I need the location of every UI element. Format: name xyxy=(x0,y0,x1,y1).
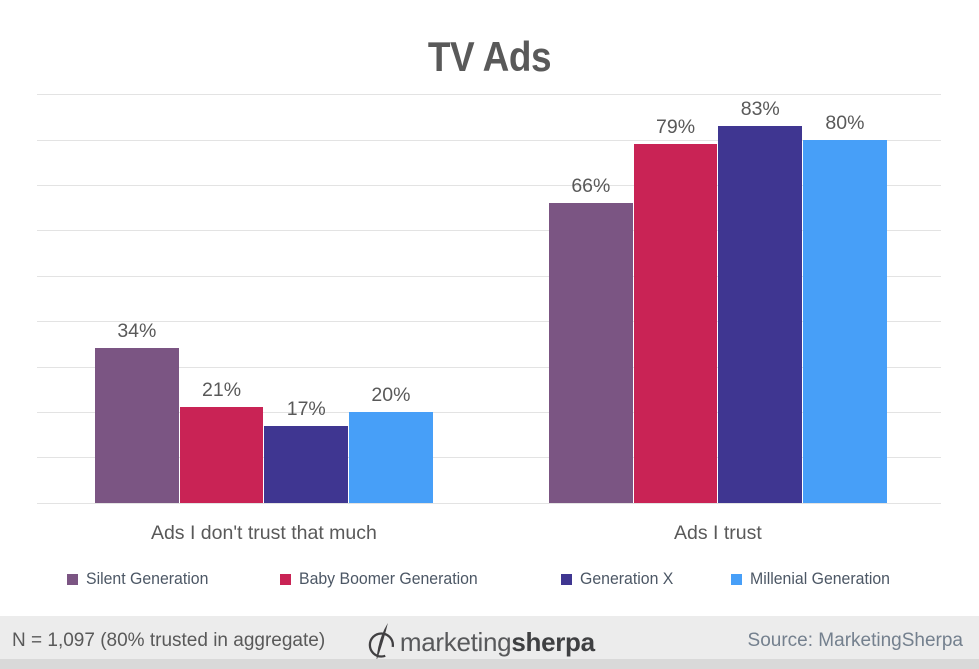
legend-item-generation-x: Generation X xyxy=(561,568,677,590)
gridline xyxy=(37,366,941,368)
marketingsherpa-compass-icon xyxy=(368,623,394,661)
gridline xyxy=(37,139,941,141)
bar-silent-generation xyxy=(95,348,179,503)
legend-label: Baby Boomer Generation xyxy=(299,569,478,588)
bar-value-label: 83% xyxy=(740,98,780,121)
legend-label: Millenial Generation xyxy=(750,569,890,588)
gridline xyxy=(37,185,941,187)
legend-item-silent-generation: Silent Generation xyxy=(67,568,214,590)
bar-value-label: 79% xyxy=(656,116,696,139)
marketingsherpa-logo: marketing sherpa xyxy=(366,620,595,664)
bar-value-label: 17% xyxy=(286,397,326,420)
category-label: Ads I trust xyxy=(674,522,762,544)
bar-millenial-generation xyxy=(803,139,887,503)
chart-title: TV Ads xyxy=(427,33,552,80)
logo-text-marketing: marketing xyxy=(399,626,512,657)
bar-baby-boomer-generation xyxy=(179,407,264,503)
legend-swatch-icon xyxy=(67,573,78,585)
gridline xyxy=(37,457,941,459)
bar-millenial-generation xyxy=(349,411,433,503)
bar-value-label: 34% xyxy=(117,320,157,343)
bar-baby-boomer-generation xyxy=(633,144,718,503)
legend-swatch-icon xyxy=(731,573,742,585)
bar-silent-generation xyxy=(549,203,633,503)
gridline xyxy=(37,502,941,504)
gridline xyxy=(37,230,941,232)
bar-value-label: 20% xyxy=(371,383,411,406)
bar-generation-x xyxy=(718,126,803,503)
gridline xyxy=(37,275,941,277)
sample-size-note: N = 1,097 (80% trusted in aggregate) xyxy=(12,630,326,651)
legend-item-baby-boomer-generation: Baby Boomer Generation xyxy=(280,568,485,590)
legend-item-millenial-generation: Millenial Generation xyxy=(731,568,896,590)
legend: Silent Generation Baby Boomer Generation G… xyxy=(0,568,979,592)
bar-value-label: 66% xyxy=(571,175,611,198)
gridline xyxy=(37,94,941,96)
legend-swatch-icon xyxy=(280,573,291,585)
legend-label: Generation X xyxy=(580,569,674,588)
bar-value-label: 80% xyxy=(825,111,865,134)
legend-label: Silent Generation xyxy=(86,569,209,588)
gridline xyxy=(37,321,941,323)
bar-generation-x xyxy=(264,425,349,503)
footer-bottom-strip xyxy=(0,659,979,669)
legend-swatch-icon xyxy=(561,573,572,585)
footer-bar: N = 1,097 (80% trusted in aggregate) mar… xyxy=(0,616,979,669)
bar-value-label: 21% xyxy=(202,379,242,402)
gridline xyxy=(37,411,941,413)
logo-text-sherpa: sherpa xyxy=(511,626,595,657)
source-attribution: Source: MarketingSherpa xyxy=(747,630,963,651)
category-label: Ads I don't trust that much xyxy=(150,522,377,544)
